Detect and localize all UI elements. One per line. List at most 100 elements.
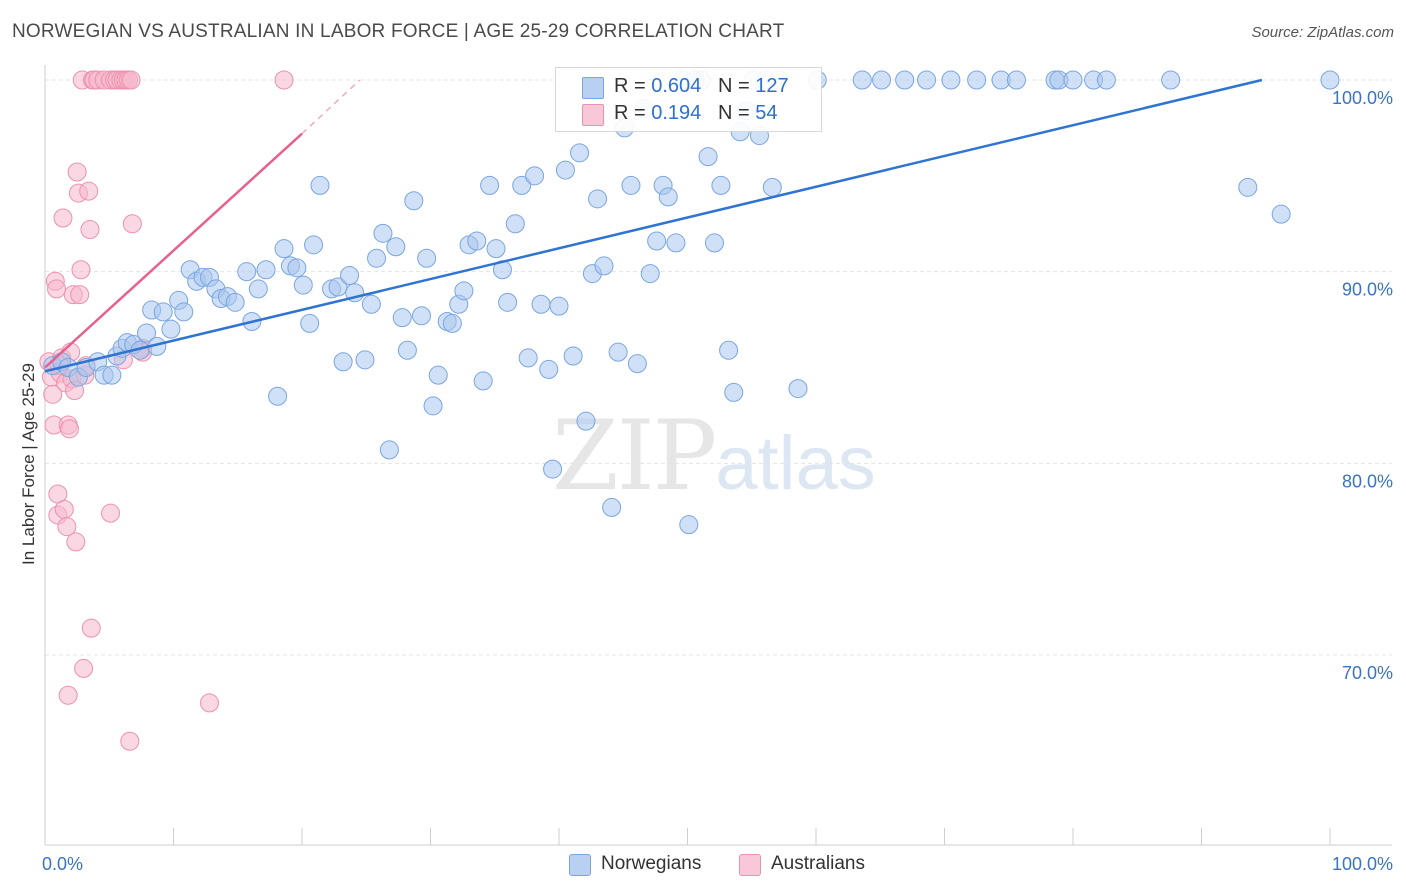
australians-point-5 <box>47 279 67 299</box>
norwegians-point-118 <box>967 70 987 90</box>
australians-point-49 <box>122 214 142 234</box>
norwegians-point-46 <box>361 294 381 314</box>
norwegians-point-111 <box>788 379 808 399</box>
norwegians-point-129 <box>1320 70 1340 90</box>
norwegians-point-33 <box>274 239 294 259</box>
norwegians-swatch <box>582 77 604 99</box>
australians-point-14 <box>57 517 77 537</box>
norwegians-point-116 <box>917 70 937 90</box>
norwegians-point-13 <box>137 323 157 343</box>
norwegians-point-19 <box>174 302 194 322</box>
x-tick-label-1: 100.0% <box>1332 854 1393 874</box>
australians-point-12 <box>54 499 74 519</box>
norwegians-point-72 <box>525 166 545 186</box>
australians-point-46 <box>121 70 141 90</box>
australians-point-53 <box>274 70 294 90</box>
legend-australians-stats: R = 0.194 N = 54 <box>614 102 778 124</box>
norwegians-point-39 <box>310 175 330 195</box>
norwegians-point-53 <box>404 191 424 211</box>
norwegians-point-75 <box>543 459 563 479</box>
australians-swatch <box>582 104 604 126</box>
norwegians-point-61 <box>454 281 474 301</box>
norwegians-point-37 <box>300 313 320 333</box>
norwegians-point-45 <box>355 350 375 370</box>
norwegians-point-50 <box>386 237 406 257</box>
norwegians-point-42 <box>333 352 353 372</box>
norwegians-point-65 <box>480 175 500 195</box>
norwegians-point-76 <box>549 296 569 316</box>
y-axis-title: In Labor Force | Age 25-29 <box>19 363 38 565</box>
norwegians-point-30 <box>248 279 268 299</box>
chart-title: NORWEGIAN VS AUSTRALIAN IN LABOR FORCE |… <box>12 21 785 42</box>
norwegians-legend-swatch <box>569 854 591 876</box>
norwegians-point-79 <box>570 143 590 163</box>
norwegians-trend-line <box>44 78 1263 373</box>
y-tick-label-1: 90.0% <box>1342 280 1393 300</box>
australians-point-25 <box>70 285 90 305</box>
norwegians-point-41 <box>328 277 348 297</box>
australians-legend-swatch <box>739 854 761 876</box>
y-tick-label-3: 70.0% <box>1342 663 1393 683</box>
norwegians-point-32 <box>268 386 288 406</box>
australians-r-value: 0.194 <box>651 102 702 124</box>
stats-legend: R = 0.604 N = 127 R = 0.194 N = 54 <box>555 67 822 132</box>
norwegians-point-94 <box>666 233 686 253</box>
norwegians-point-57 <box>428 365 448 385</box>
norwegians-point-64 <box>473 371 493 391</box>
norwegians-point-126 <box>1161 70 1181 90</box>
norwegians-point-73 <box>531 294 551 314</box>
norwegians-point-47 <box>367 248 387 268</box>
x-tick-labels: 0.0% 100.0% <box>42 854 1393 874</box>
norwegians-point-78 <box>563 346 583 366</box>
y-tick-label-2: 80.0% <box>1342 471 1393 491</box>
y-tick-labels: 100.0% 90.0% 80.0% 70.0% <box>1332 88 1393 683</box>
norwegians-point-52 <box>397 340 417 360</box>
norwegians-legend-label: Norwegians <box>601 853 702 874</box>
australians-points <box>39 70 294 751</box>
australians-trend-line <box>44 132 303 369</box>
norwegians-point-93 <box>658 187 678 207</box>
norwegians-point-27 <box>225 292 245 312</box>
norwegians-point-100 <box>704 233 724 253</box>
norwegians-point-69 <box>505 214 525 234</box>
norwegians-point-70 <box>512 175 532 195</box>
norwegians-point-71 <box>518 348 538 368</box>
trend-lines <box>44 78 1263 373</box>
norwegians-point-63 <box>467 231 487 251</box>
australians-point-22 <box>66 532 86 552</box>
grid <box>45 79 1392 656</box>
norwegians-point-49 <box>379 440 399 460</box>
norwegians-point-66 <box>486 239 506 259</box>
norwegians-point-55 <box>417 248 437 268</box>
x-ticks <box>44 828 1331 845</box>
norwegians-point-80 <box>576 411 596 431</box>
australians-point-31 <box>79 181 99 201</box>
y-tick-label-0: 100.0% <box>1332 88 1393 108</box>
norwegians-point-87 <box>621 175 641 195</box>
norwegians-point-43 <box>340 266 360 285</box>
norwegians-point-54 <box>412 306 432 326</box>
australians-point-32 <box>80 220 100 239</box>
australians-point-16 <box>58 685 78 705</box>
australians-point-23 <box>67 162 87 182</box>
australians-point-33 <box>81 618 101 638</box>
norwegians-point-59 <box>442 313 462 333</box>
norwegians-point-128 <box>1271 204 1291 224</box>
norwegians-point-56 <box>423 396 443 416</box>
norwegians-point-83 <box>594 256 614 276</box>
australians-point-39 <box>101 503 121 523</box>
norwegians-point-51 <box>392 308 412 328</box>
australians-legend-label: Australians <box>771 853 865 874</box>
norwegians-point-127 <box>1238 177 1258 197</box>
norwegians-point-99 <box>698 147 718 167</box>
norwegians-point-31 <box>256 260 276 280</box>
norwegians-point-74 <box>539 359 559 379</box>
norwegians-point-96 <box>679 515 699 535</box>
australians-point-28 <box>74 658 94 678</box>
australians-point-2 <box>43 384 63 404</box>
norwegians-point-117 <box>941 70 961 90</box>
norwegians-point-115 <box>895 70 915 90</box>
norwegians-point-68 <box>498 292 518 312</box>
norwegians-point-38 <box>304 235 324 255</box>
norwegians-point-91 <box>647 231 667 251</box>
